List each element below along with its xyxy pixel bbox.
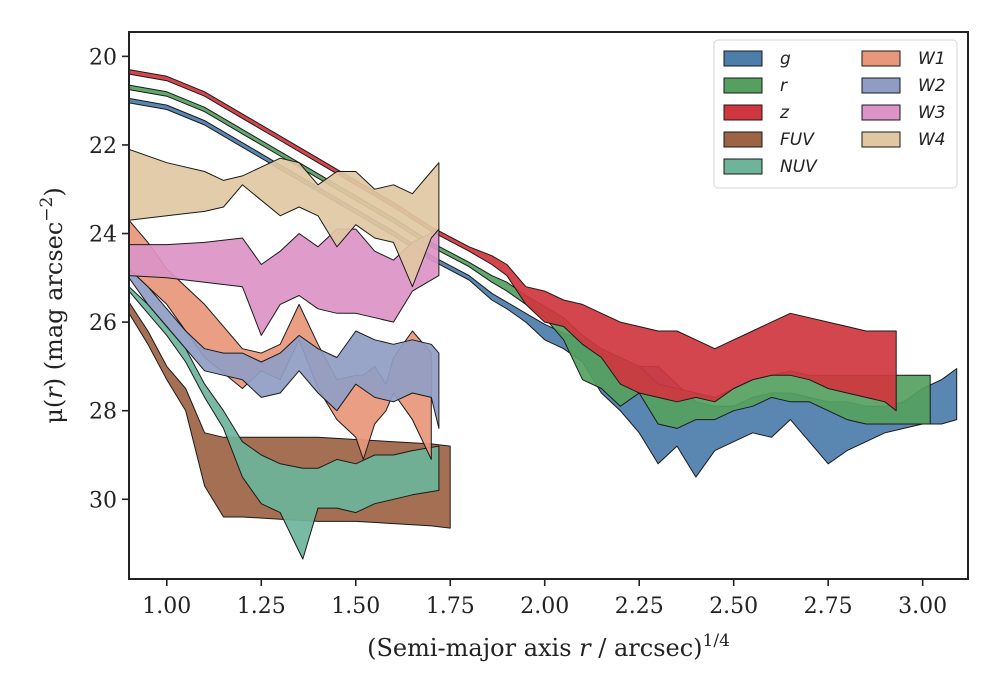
legend-label-z: z: [779, 103, 790, 123]
y-tick-label: 28: [89, 400, 117, 425]
axes: 1.00 1.25 1.50 1.75 2.00 2.25 2.50 2.75 3.00 20 22…: [37, 31, 969, 662]
legend-label-w1: W1: [918, 49, 946, 69]
legend-label-g: g: [780, 49, 791, 69]
legend-label-nuv: NUV: [780, 157, 818, 177]
x-tick-label: 1.25: [237, 594, 286, 619]
legend-swatch-z: [723, 104, 763, 121]
y-tick-label: 26: [89, 311, 117, 336]
legend-label-r: r: [780, 76, 788, 96]
legend-swatch-w3: [861, 104, 901, 121]
x-tick-label: 2.50: [709, 594, 758, 619]
y-tick-label: 30: [89, 488, 117, 513]
legend-swatch-w4: [861, 131, 901, 148]
x-tick-label: 2.25: [615, 594, 664, 619]
x-tick-label: 1.75: [426, 594, 475, 619]
band-w3: [129, 228, 440, 336]
legend-label-w3: W3: [918, 103, 946, 123]
legend-swatch-w2: [861, 77, 901, 94]
legend-swatch-r: [723, 77, 763, 94]
x-tick-label: 1.50: [331, 594, 380, 619]
band-w4: [129, 148, 440, 288]
y-tick-label: 20: [89, 45, 117, 70]
band-w2: [129, 268, 440, 429]
y-tick-label: 22: [89, 134, 117, 159]
band-g: [129, 97, 958, 478]
legend-swatch-w1: [861, 50, 901, 67]
x-tick-label: 1.00: [142, 594, 191, 619]
legend-swatch-fuv: [723, 131, 763, 148]
legend: grz FUV NUV W1 W2 W3 W4: [713, 39, 958, 189]
x-tick-label: 2.00: [520, 594, 569, 619]
x-tick-label: 2.75: [804, 594, 853, 619]
band-nuv: [129, 286, 440, 560]
legend-label-w2: W2: [918, 76, 946, 96]
legend-swatch-g: [723, 50, 763, 67]
x-tick-label: 3.00: [898, 594, 947, 619]
legend-label-w4: W4: [918, 130, 946, 150]
plot-frame: [128, 31, 969, 580]
y-tick-label: 24: [89, 223, 117, 248]
legend-box: [713, 39, 958, 189]
plot-area: [129, 69, 958, 560]
legend-swatch-nuv: [723, 158, 763, 175]
y-axis-title: μ(r) (mag arcsec−2): [37, 187, 68, 424]
band-z: [129, 69, 897, 412]
legend-label-fuv: FUV: [780, 130, 815, 150]
x-axis-title: (Semi-major axis r / arcsec)1/4: [367, 631, 730, 662]
